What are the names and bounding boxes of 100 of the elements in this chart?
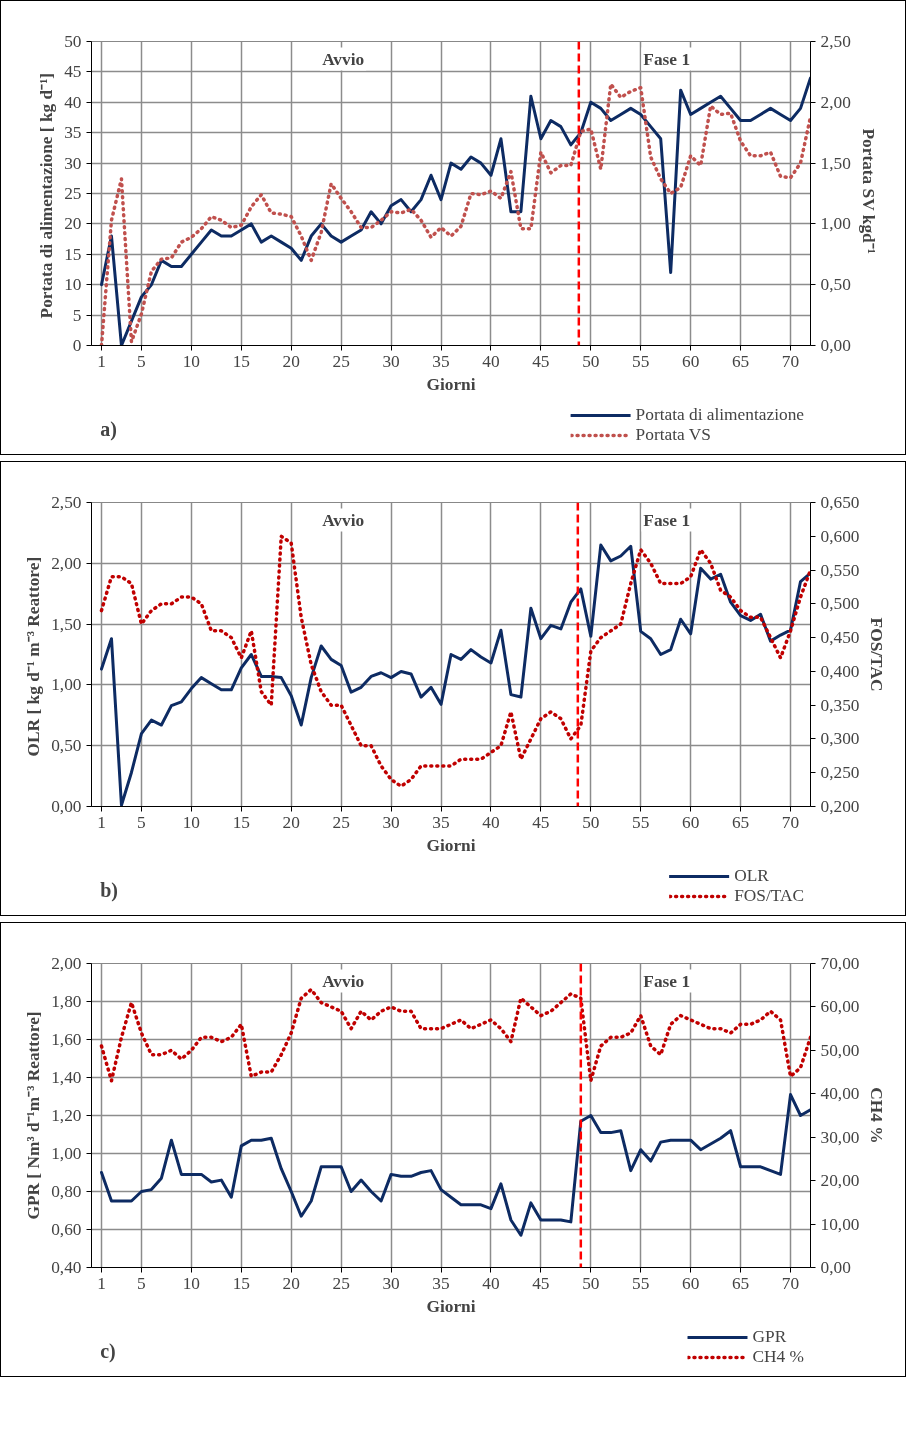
y-tick-label: 0,80 bbox=[51, 1182, 82, 1201]
x-axis-title: Giorni bbox=[426, 835, 476, 855]
y-tick-label: 1,00 bbox=[51, 675, 82, 695]
y-tick-label: 1,00 bbox=[51, 1144, 82, 1163]
x-tick-label: 70 bbox=[781, 812, 800, 832]
x-tick-label: 30 bbox=[382, 1273, 400, 1293]
annotation: Avvio bbox=[322, 510, 365, 530]
y2-tick-label: 0,50 bbox=[820, 275, 851, 295]
x-tick-label: 50 bbox=[582, 1273, 600, 1293]
x-tick-label: 1 bbox=[97, 1273, 106, 1293]
text: b) bbox=[100, 879, 118, 902]
y-tick-label: 15 bbox=[64, 244, 82, 264]
y2-tick-label: 20,00 bbox=[820, 1171, 860, 1191]
x-tick-label: 40 bbox=[482, 812, 500, 832]
x-tick-label: 20 bbox=[282, 351, 300, 371]
y2-tick-label: 0,00 bbox=[820, 1258, 851, 1277]
y-tick-label: 20 bbox=[64, 214, 82, 234]
x-tick-label: 60 bbox=[682, 1273, 700, 1293]
legend-label: Portata VS bbox=[635, 425, 711, 445]
y-tick-label: 1,20 bbox=[51, 1106, 82, 1125]
y2-tick-label: 0,450 bbox=[820, 628, 860, 648]
y-axis-title: Portata di alimentazione [ kg d⁻¹] bbox=[37, 72, 57, 319]
y2-tick-label: 0,600 bbox=[820, 526, 860, 546]
x-tick-label: 15 bbox=[232, 812, 250, 832]
x-tick-label: 30 bbox=[382, 812, 400, 832]
annotation: Fase 1 bbox=[643, 510, 691, 530]
y-axis-title: OLR [ kg d⁻¹ m⁻³ Reattore] bbox=[24, 556, 44, 757]
line-series bbox=[99, 1093, 811, 1237]
x-tick-label: 40 bbox=[482, 1273, 500, 1293]
y-tick-label: 10 bbox=[64, 275, 82, 295]
y-tick-label: 45 bbox=[64, 62, 82, 82]
y-tick-label: 30 bbox=[64, 153, 82, 173]
x-tick-label: 1 bbox=[97, 351, 106, 371]
y-tick-label: 5 bbox=[72, 305, 82, 325]
text: a) bbox=[100, 418, 117, 441]
legend-label: FOS/TAC bbox=[734, 886, 804, 906]
x-tick-label: 10 bbox=[182, 1273, 201, 1293]
x-tick-label: 45 bbox=[532, 812, 550, 832]
x-tick-label: 45 bbox=[532, 1273, 550, 1293]
y2-tick-label: 2,50 bbox=[820, 32, 851, 51]
y-tick-label: 0,50 bbox=[51, 736, 82, 756]
y2-axis-title: Portata SV kgd⁻¹ bbox=[858, 128, 878, 254]
y-tick-label: 50 bbox=[64, 32, 82, 51]
y-tick-label: 2,00 bbox=[51, 954, 82, 973]
x-tick-label: 65 bbox=[731, 1273, 750, 1293]
y-tick-label: 0,60 bbox=[51, 1220, 82, 1239]
x-tick-label: 35 bbox=[432, 1273, 450, 1293]
y-tick-label: 40 bbox=[64, 92, 82, 112]
x-tick-label: 50 bbox=[582, 351, 600, 371]
x-tick-label: 1 bbox=[97, 812, 106, 832]
y2-tick-label: 70,00 bbox=[820, 954, 860, 973]
x-tick-label: 5 bbox=[137, 1273, 146, 1293]
y-tick-label: 1,60 bbox=[51, 1030, 82, 1049]
x-tick-label: 40 bbox=[482, 351, 500, 371]
x-tick-label: 15 bbox=[232, 1273, 250, 1293]
y2-tick-label: 1,50 bbox=[820, 153, 851, 173]
y2-tick-label: 50,00 bbox=[820, 1040, 860, 1060]
y2-tick-label: 0,300 bbox=[820, 729, 860, 749]
x-axis-title: Giorni bbox=[426, 374, 476, 394]
x-axis-title: Giorni bbox=[426, 1296, 476, 1316]
x-tick-label: 15 bbox=[232, 351, 250, 371]
x-tick-label: 60 bbox=[682, 812, 700, 832]
legend-label: Portata di alimentazione bbox=[635, 405, 804, 425]
y2-tick-label: 30,00 bbox=[820, 1127, 860, 1147]
x-tick-label: 5 bbox=[137, 812, 146, 832]
x-tick-label: 5 bbox=[137, 351, 146, 371]
y-axis-title: GPR [ Nm³ d⁻¹m⁻³ Reattore] bbox=[24, 1011, 44, 1220]
x-tick-label: 25 bbox=[332, 812, 350, 832]
y2-tick-label: 2,00 bbox=[820, 92, 851, 112]
annotation: Avvio bbox=[322, 971, 365, 991]
x-tick-label: 55 bbox=[632, 351, 650, 371]
x-tick-label: 25 bbox=[332, 351, 350, 371]
legend-label: GPR bbox=[752, 1327, 787, 1347]
y2-tick-label: 0,00 bbox=[820, 336, 851, 355]
annotation: Fase 1 bbox=[643, 49, 691, 69]
x-tick-label: 10 bbox=[182, 351, 201, 371]
y2-tick-label: 60,00 bbox=[820, 997, 860, 1017]
x-tick-label: 50 bbox=[582, 812, 600, 832]
x-tick-label: 20 bbox=[282, 1273, 300, 1293]
x-tick-label: 55 bbox=[632, 812, 650, 832]
y2-tick-label: 10,00 bbox=[820, 1214, 860, 1234]
line-series bbox=[99, 987, 811, 1083]
y-tick-label: 25 bbox=[64, 184, 82, 203]
x-tick-label: 55 bbox=[632, 1273, 650, 1293]
y2-tick-label: 40,00 bbox=[820, 1084, 860, 1104]
y-tick-label: 0,40 bbox=[51, 1258, 82, 1277]
x-tick-label: 70 bbox=[781, 351, 800, 371]
legend-label: OLR bbox=[734, 866, 769, 886]
y2-tick-label: 0,400 bbox=[820, 661, 860, 681]
x-tick-label: 65 bbox=[731, 812, 750, 832]
x-tick-label: 30 bbox=[382, 351, 400, 371]
x-tick-label: 20 bbox=[282, 812, 300, 832]
y-tick-label: 1,80 bbox=[51, 992, 82, 1011]
y-tick-label: 1,40 bbox=[51, 1068, 82, 1087]
annotation: Avvio bbox=[322, 49, 365, 69]
y2-tick-label: 1,00 bbox=[820, 214, 851, 234]
y-tick-label: 2,00 bbox=[51, 553, 82, 573]
y2-tick-label: 0,200 bbox=[820, 797, 860, 816]
y2-tick-label: 0,250 bbox=[820, 763, 860, 783]
x-tick-label: 60 bbox=[682, 351, 700, 371]
